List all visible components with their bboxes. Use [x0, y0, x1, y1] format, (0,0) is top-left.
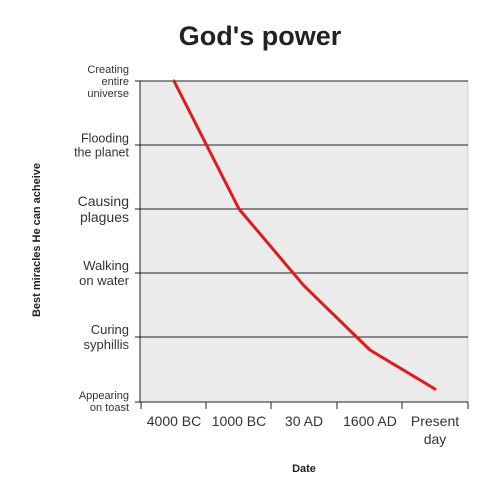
x-tick-label: 1000 BC: [212, 413, 266, 429]
y-axis-label: Best miracles He can acheive: [31, 163, 43, 317]
x-tick-label: 4000 BC: [147, 413, 201, 429]
chart-title: God's power: [179, 21, 342, 51]
x-tick-label: 1600 AD: [343, 413, 397, 429]
x-tick-label: 30 AD: [285, 413, 323, 429]
x-axis-label: Date: [292, 463, 316, 475]
plot-background: [140, 81, 468, 402]
